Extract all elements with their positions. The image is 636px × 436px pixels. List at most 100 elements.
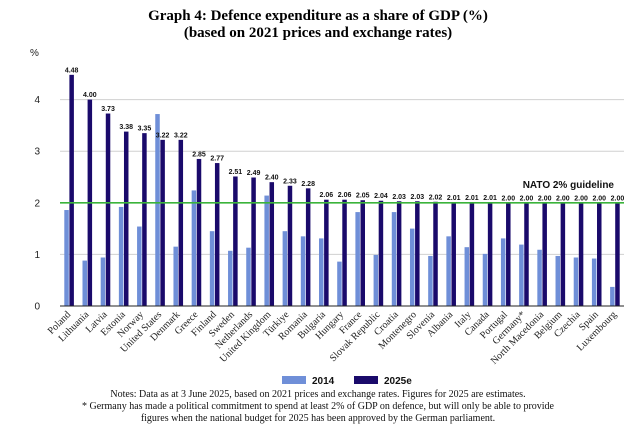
data-label: 3.38 [119,124,133,131]
bar-2025e [542,202,547,306]
data-label: 2.02 [429,194,443,201]
bar-2014 [573,257,579,306]
bar-2014 [137,226,142,306]
bar-2014 [64,210,69,306]
bar-2025e [506,202,511,306]
bar-2025e [378,200,384,306]
data-label: 2.00 [574,195,588,202]
bar-2014 [264,195,269,306]
legend-swatch-2014 [282,376,306,384]
bar-2025e [433,201,438,306]
x-axis-categories: PolandLithuaniaLatviaEstoniaNorwayUnited… [46,309,619,367]
legend: 2014 2025e [282,376,412,387]
y-tick-label: 4 [34,95,40,106]
data-label: 2.77 [210,156,224,163]
legend-swatch-2025e [354,376,378,384]
data-label: 2.01 [465,195,479,202]
data-label: 2.51 [229,169,243,176]
bar-2014 [555,255,561,306]
data-label: 2.28 [301,181,315,188]
bar-2025e [287,185,293,306]
bar-2025e [269,182,275,306]
bar-2025e [105,113,111,306]
bar-2014 [537,249,542,306]
data-label: 2.33 [283,178,297,185]
data-label: 2.00 [538,195,552,202]
chart-subtitle: (based on 2021 prices and exchange rates… [183,25,453,41]
bar-2025e [451,202,456,306]
bar-2014 [464,247,470,306]
bar-2014 [391,212,397,306]
bar-2025e [469,202,475,306]
bar-2014 [591,258,597,306]
data-label: 2.00 [520,195,534,202]
bar-2025e [342,199,347,306]
bar-2025e [305,188,311,306]
bar-2025e [615,202,620,306]
bar-2014 [519,244,524,306]
bar-2025e [142,133,147,306]
data-label: 2.85 [192,151,206,158]
bar-2014 [500,238,506,306]
bar-2014 [482,253,488,306]
data-label: 2.03 [411,194,425,201]
y-tick-label: 3 [34,147,40,158]
data-label: 2.06 [338,192,352,199]
chart-notes: Notes: Data as at 3 June 2025, based on … [0,389,636,425]
data-label: 2.49 [247,170,261,177]
data-label: 2.00 [611,195,625,202]
chart-title: Graph 4: Defence expenditure as a share … [148,8,488,24]
data-label: 2.00 [556,195,570,202]
data-label: 3.22 [174,132,188,139]
bar-2025e [251,177,256,306]
y-axis-label: % [30,48,39,59]
bar-2014 [100,257,106,306]
bar-2014 [118,206,124,306]
bar-2025e [578,202,584,306]
data-label: 2.01 [447,195,461,202]
bar-2014 [337,261,342,306]
bar-2025e [214,163,220,306]
bars [64,74,620,306]
data-label: 4.00 [83,92,97,99]
bar-2025e [233,176,238,306]
bar-2025e [69,74,74,306]
bar-2014 [209,231,215,306]
data-label: 2.00 [592,195,606,202]
data-label: 3.22 [156,132,170,139]
data-label: 2.05 [356,193,370,200]
data-label: 2.06 [320,192,334,199]
data-label: 2.00 [501,195,515,202]
bar-2014 [228,250,233,306]
notes-line-3: figures when the national budget for 202… [140,413,496,424]
bar-2025e [196,158,202,306]
data-labels: 4.48 4.00 3.73 3.38 3.35 3.22 3.22 2.85 2.77 2.51… [65,67,625,202]
y-tick-label: 1 [34,250,40,261]
bar-2014 [355,212,360,306]
bar-2014 [282,231,288,306]
bar-2025e [524,202,529,306]
bar-2014 [82,260,87,306]
bar-2025e [560,202,566,306]
data-label: 4.48 [65,67,79,74]
chart-title-block: Graph 4: Defence expenditure as a share … [0,8,636,42]
bar-2025e [415,201,420,306]
data-label: 3.35 [138,126,152,133]
bar-2014 [446,236,451,306]
bar-2025e [487,202,493,306]
bar-2014 [610,286,615,306]
data-label: 2.04 [374,193,388,200]
bar-2014 [373,254,379,306]
bar-2025e [123,131,129,306]
data-label: 2.03 [392,194,406,201]
notes-line-1: Notes: Data as at 3 June 2025, based on … [110,389,526,400]
bar-2025e [597,202,602,306]
y-axis-ticks: 0 1 2 3 4 [34,95,40,312]
y-tick-label: 0 [34,302,40,313]
legend-label-2025e: 2025e [384,376,412,387]
data-label: 2.40 [265,175,279,182]
bar-2014 [155,114,160,306]
bar-2014 [191,190,197,306]
bar-2025e [178,139,184,306]
bar-2014 [428,255,433,306]
